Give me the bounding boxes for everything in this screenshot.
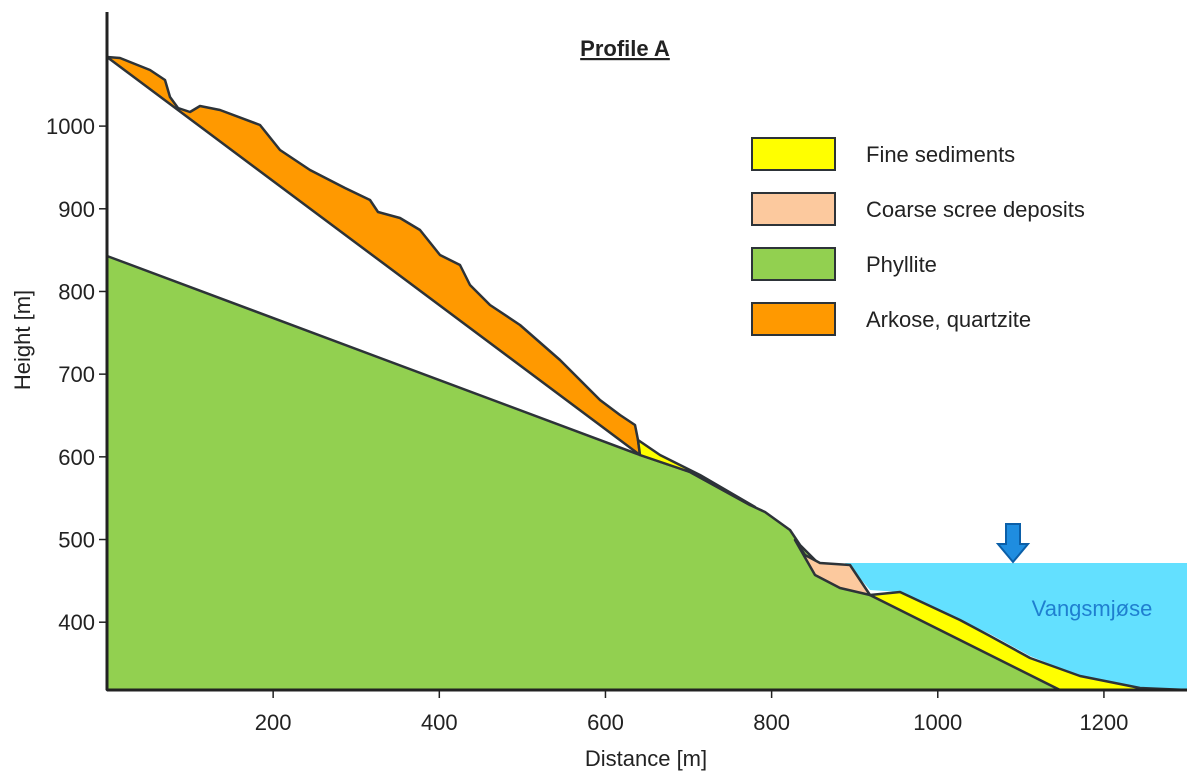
x-tick-label: 1000 [913, 710, 962, 735]
legend-label: Arkose, quartzite [866, 307, 1031, 332]
legend-swatch [751, 137, 836, 171]
legend-swatch [751, 302, 836, 336]
legend-swatch [751, 192, 836, 226]
lake-level-arrow [995, 523, 1031, 564]
scree [793, 538, 872, 597]
x-tick-label: 200 [255, 710, 292, 735]
y-axis-label: Height [m] [10, 290, 35, 390]
legend-label: Coarse scree deposits [866, 197, 1085, 222]
y-tick-label: 800 [58, 279, 95, 304]
x-axis-label: Distance [m] [585, 746, 707, 771]
x-tick-label: 600 [587, 710, 624, 735]
y-tick-label: 900 [58, 197, 95, 222]
fine-sediment-upper [636, 438, 757, 509]
legend-swatch [751, 247, 836, 281]
legend-label: Fine sediments [866, 142, 1015, 167]
legend-label: Phyllite [866, 252, 937, 277]
y-tick-label: 600 [58, 445, 95, 470]
x-tick-label: 800 [753, 710, 790, 735]
lake-label: Vangsmjøse [1032, 596, 1153, 621]
y-tick-label: 1000 [46, 114, 95, 139]
y-tick-label: 700 [58, 362, 95, 387]
title: Profile A [580, 36, 670, 61]
arkose [105, 55, 642, 457]
x-tick-label: 400 [421, 710, 458, 735]
y-tick-label: 500 [58, 528, 95, 553]
x-tick-label: 1200 [1079, 710, 1128, 735]
water [845, 563, 1187, 690]
y-tick-label: 400 [58, 610, 95, 635]
